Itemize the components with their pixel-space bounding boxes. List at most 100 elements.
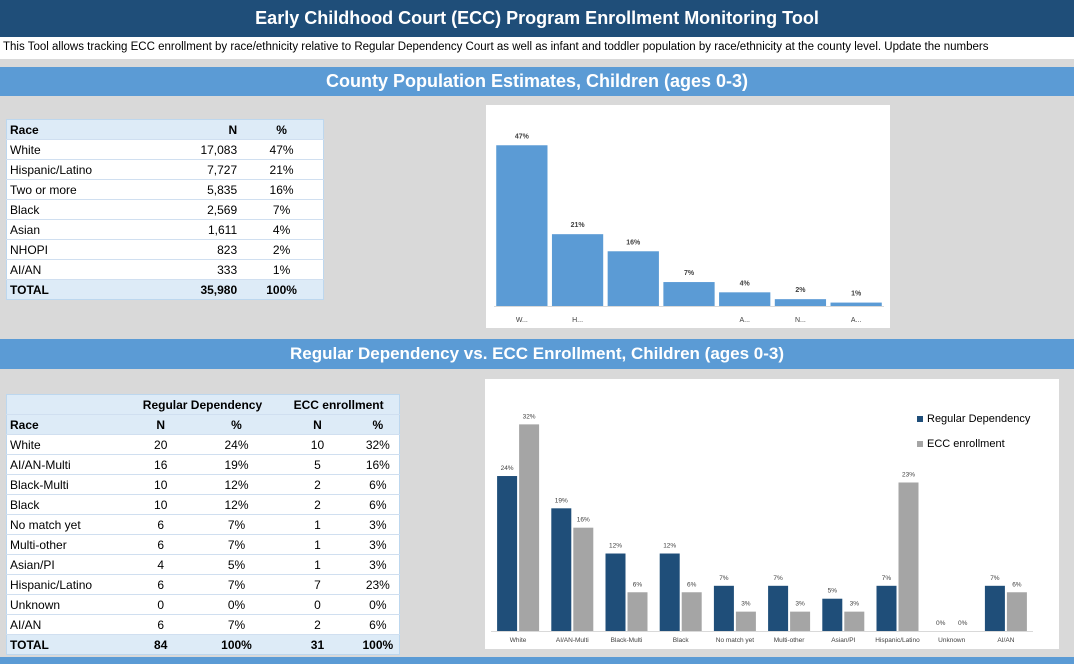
total-cell: 35,980 bbox=[166, 279, 241, 300]
enrollment-chart: 24% 32% White 19% 16% AI/AN-Multi 12% 6% Black-M… bbox=[485, 379, 1059, 649]
table-row: No match yet 6 7% 1 3% bbox=[6, 514, 400, 535]
data-label: 2% bbox=[795, 287, 806, 294]
table-cell: 7% bbox=[194, 614, 279, 635]
population-chart: 47% W... 21% H... 16% 7% 4% A... 2% N... 1% A... bbox=[486, 105, 890, 328]
table-cell: 823 bbox=[166, 239, 241, 260]
table-cell: 7,727 bbox=[166, 159, 241, 180]
table-cell: White bbox=[6, 434, 127, 455]
table-cell: 5,835 bbox=[166, 179, 241, 200]
legend-swatch bbox=[917, 416, 923, 422]
table-cell: 12% bbox=[194, 474, 279, 495]
table-cell: 20 bbox=[126, 434, 195, 455]
bar bbox=[551, 234, 604, 306]
column-header: Race bbox=[6, 414, 127, 435]
table-cell: AI/AN bbox=[6, 614, 127, 635]
category-label: N... bbox=[795, 317, 806, 324]
table-cell: 32% bbox=[356, 434, 400, 455]
table-cell: 19% bbox=[194, 454, 279, 475]
table-cell: 333 bbox=[166, 259, 241, 280]
table-row: Asian 1,611 4% bbox=[6, 219, 324, 240]
table-cell: 7 bbox=[278, 574, 357, 595]
table-cell: Hispanic/Latino bbox=[6, 159, 167, 180]
data-label: 5% bbox=[828, 588, 838, 595]
data-label: 3% bbox=[795, 601, 805, 608]
bar bbox=[496, 145, 548, 306]
table-cell: 3% bbox=[356, 514, 400, 535]
table-cell: 5% bbox=[194, 554, 279, 575]
table-row: Black 2,569 7% bbox=[6, 199, 324, 220]
data-label: 12% bbox=[663, 543, 676, 550]
table-cell: 21% bbox=[240, 159, 324, 180]
data-label: 1% bbox=[851, 291, 862, 298]
data-label: 7% bbox=[990, 575, 1000, 582]
column-header: N bbox=[278, 414, 357, 435]
table-cell: 1 bbox=[278, 534, 357, 555]
bar-ecc bbox=[898, 482, 919, 631]
table-cell: 2 bbox=[278, 474, 357, 495]
population-chart-svg: 47% W... 21% H... 16% 7% 4% A... 2% N... 1% A... bbox=[494, 133, 884, 324]
table-row: Black-Multi 10 12% 2 6% bbox=[6, 474, 400, 495]
table-cell: 2,569 bbox=[166, 199, 241, 220]
data-label: 3% bbox=[741, 601, 751, 608]
table-cell: Asian bbox=[6, 219, 167, 240]
data-label: 7% bbox=[773, 575, 783, 582]
table-cell: 4% bbox=[240, 219, 324, 240]
data-label: 21% bbox=[571, 222, 586, 229]
data-label: 7% bbox=[719, 575, 729, 582]
table-cell: 2% bbox=[240, 239, 324, 260]
data-label: 16% bbox=[626, 239, 641, 246]
enrollment-chart-svg: 24% 32% White 19% 16% AI/AN-Multi 12% 6% Black-M… bbox=[491, 413, 1033, 644]
category-label: AI/AN-Multi bbox=[556, 637, 589, 644]
bar-ecc bbox=[681, 592, 702, 631]
table-cell: 7% bbox=[194, 534, 279, 555]
table-row: NHOPI 823 2% bbox=[6, 239, 324, 260]
category-label: No match yet bbox=[716, 637, 754, 644]
table-cell: Two or more bbox=[6, 179, 167, 200]
blank-header-cell bbox=[6, 394, 127, 415]
bar-ecc bbox=[844, 611, 865, 631]
table-cell: 1% bbox=[240, 259, 324, 280]
table-cell: 10 bbox=[278, 434, 357, 455]
total-cell: 31 bbox=[278, 634, 357, 655]
table-header-row: Race N% N% bbox=[6, 414, 400, 435]
data-label: 7% bbox=[882, 575, 892, 582]
category-label: Multi-other bbox=[774, 637, 806, 644]
bar-ecc bbox=[1006, 592, 1027, 631]
bar bbox=[663, 282, 715, 306]
table-row: Hispanic/Latino 7,727 21% bbox=[6, 159, 324, 180]
table-cell: 4 bbox=[126, 554, 195, 575]
total-cell: 100% bbox=[194, 634, 279, 655]
table-cell: 10 bbox=[126, 494, 195, 515]
table-row: AI/AN-Multi 16 19% 5 16% bbox=[6, 454, 400, 475]
bar-regular bbox=[659, 553, 680, 631]
data-label: 47% bbox=[515, 133, 530, 140]
table-cell: 16 bbox=[126, 454, 195, 475]
table-cell: 7% bbox=[194, 514, 279, 535]
group-header: ECC enrollment bbox=[278, 394, 400, 415]
data-label: 23% bbox=[902, 471, 915, 478]
table-cell: 3% bbox=[356, 534, 400, 555]
category-label: Hispanic/Latino bbox=[875, 637, 920, 644]
table-cell: 0% bbox=[194, 594, 279, 615]
data-label: 4% bbox=[740, 280, 751, 287]
data-label: 19% bbox=[555, 497, 568, 504]
table-cell: AI/AN-Multi bbox=[6, 454, 127, 475]
column-header: Race bbox=[6, 119, 167, 140]
table-total-row: TOTAL 35,980 100% bbox=[6, 279, 324, 300]
table-cell: 6% bbox=[356, 494, 400, 515]
table-cell: 2 bbox=[278, 494, 357, 515]
table-cell: 1,611 bbox=[166, 219, 241, 240]
bar-ecc bbox=[519, 424, 540, 631]
table-cell: 5 bbox=[278, 454, 357, 475]
category-label: Black bbox=[673, 637, 690, 644]
bar bbox=[607, 251, 659, 306]
data-label: 7% bbox=[684, 270, 695, 277]
bar-ecc bbox=[573, 527, 594, 631]
table-row: Asian/PI 4 5% 1 3% bbox=[6, 554, 400, 575]
table-cell: 16% bbox=[356, 454, 400, 475]
population-table: Race N% White 17,083 47% Hispanic/Latino 7,727… bbox=[6, 119, 324, 300]
data-label: 6% bbox=[633, 581, 643, 588]
section-title-enrollment: Regular Dependency vs. ECC Enrollment, C… bbox=[0, 339, 1074, 369]
table-cell: Unknown bbox=[6, 594, 127, 615]
table-row: White 17,083 47% bbox=[6, 139, 324, 160]
